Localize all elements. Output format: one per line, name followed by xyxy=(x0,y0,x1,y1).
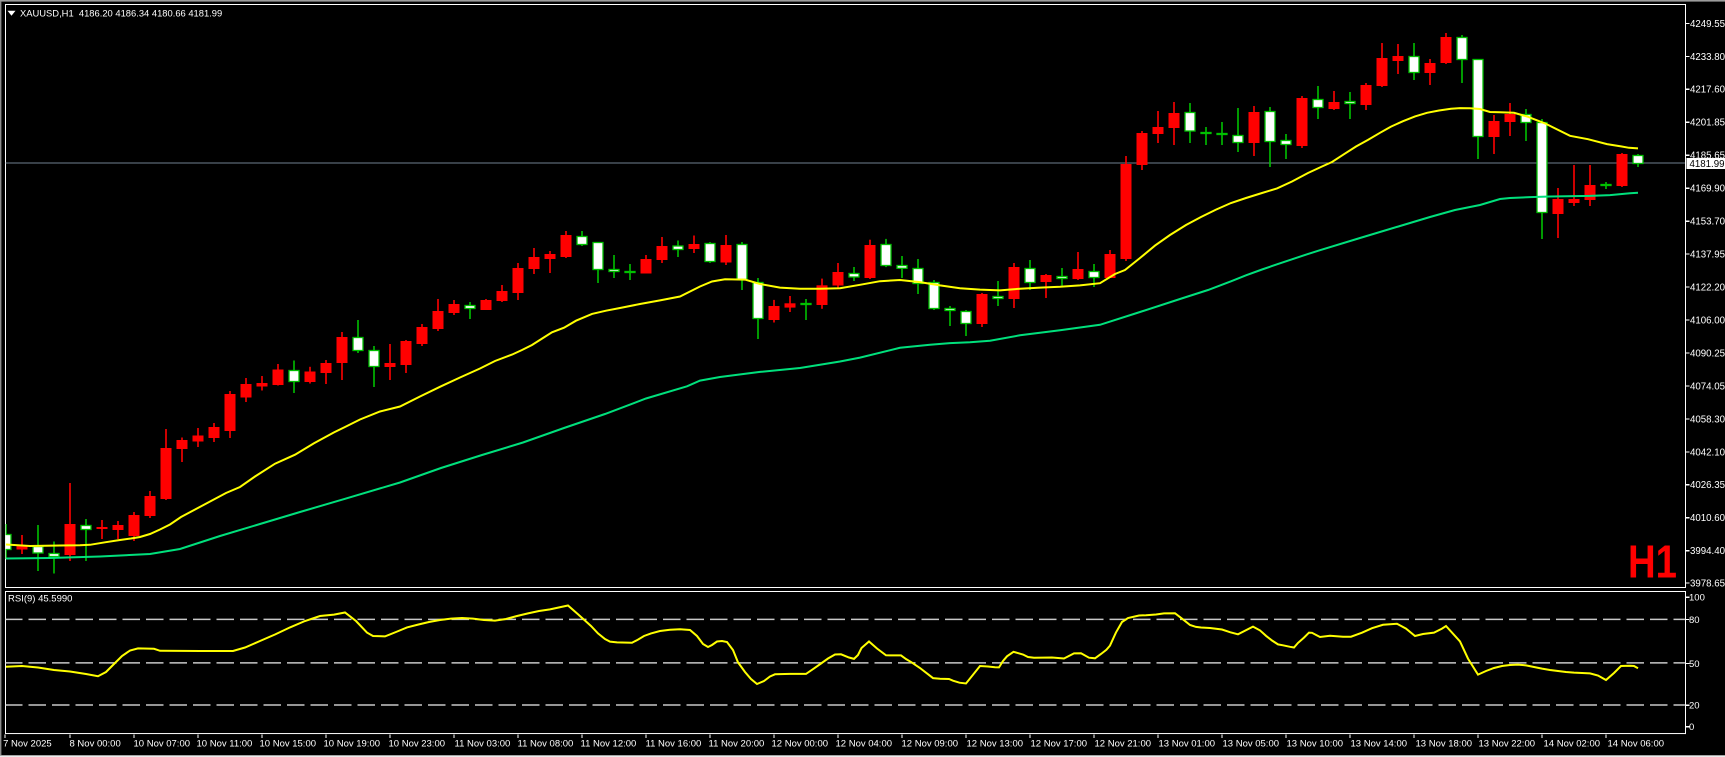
svg-text:0: 0 xyxy=(1689,722,1694,733)
svg-text:H1: H1 xyxy=(1628,536,1677,588)
svg-text:11 Nov 08:00: 11 Nov 08:00 xyxy=(518,739,574,750)
svg-text:3994.40: 3994.40 xyxy=(1690,546,1725,557)
svg-text:12 Nov 09:00: 12 Nov 09:00 xyxy=(902,739,959,750)
svg-text:14 Nov 06:00: 14 Nov 06:00 xyxy=(1608,739,1665,750)
svg-text:4074.05: 4074.05 xyxy=(1690,381,1725,392)
svg-text:10 Nov 19:00: 10 Nov 19:00 xyxy=(324,739,381,750)
svg-text:4090.25: 4090.25 xyxy=(1690,348,1725,359)
svg-text:4249.55: 4249.55 xyxy=(1690,19,1725,30)
svg-text:14 Nov 02:00: 14 Nov 02:00 xyxy=(1544,739,1601,750)
svg-text:50: 50 xyxy=(1689,659,1700,670)
svg-text:13 Nov 10:00: 13 Nov 10:00 xyxy=(1287,739,1344,750)
svg-text:4181.99: 4181.99 xyxy=(1689,159,1724,170)
svg-text:8 Nov 00:00: 8 Nov 00:00 xyxy=(70,739,121,750)
svg-text:13 Nov 22:00: 13 Nov 22:00 xyxy=(1479,739,1536,750)
svg-text:4185.65: 4185.65 xyxy=(1690,151,1725,162)
svg-text:4153.70: 4153.70 xyxy=(1690,217,1725,228)
svg-text:11 Nov 03:00: 11 Nov 03:00 xyxy=(455,739,511,750)
svg-text:4026.35: 4026.35 xyxy=(1690,480,1725,491)
svg-text:10 Nov 23:00: 10 Nov 23:00 xyxy=(389,739,446,750)
svg-text:12 Nov 13:00: 12 Nov 13:00 xyxy=(967,739,1024,750)
svg-text:12 Nov 17:00: 12 Nov 17:00 xyxy=(1031,739,1088,750)
svg-text:10 Nov 15:00: 10 Nov 15:00 xyxy=(260,739,317,750)
svg-text:11 Nov 20:00: 11 Nov 20:00 xyxy=(709,739,765,750)
svg-text:4010.60: 4010.60 xyxy=(1690,513,1725,524)
svg-text:4201.85: 4201.85 xyxy=(1690,118,1725,129)
svg-text:13 Nov 18:00: 13 Nov 18:00 xyxy=(1416,739,1473,750)
svg-text:RSI(9) 45.5990: RSI(9) 45.5990 xyxy=(8,594,72,605)
svg-text:7 Nov 2025: 7 Nov 2025 xyxy=(3,739,52,750)
svg-text:4058.30: 4058.30 xyxy=(1690,414,1725,425)
svg-text:4122.20: 4122.20 xyxy=(1690,283,1725,294)
svg-text:4169.90: 4169.90 xyxy=(1690,184,1725,195)
svg-text:11 Nov 16:00: 11 Nov 16:00 xyxy=(646,739,702,750)
svg-text:10 Nov 11:00: 10 Nov 11:00 xyxy=(197,739,253,750)
svg-text:12 Nov 04:00: 12 Nov 04:00 xyxy=(836,739,893,750)
svg-text:3978.65: 3978.65 xyxy=(1690,579,1725,590)
svg-text:13 Nov 01:00: 13 Nov 01:00 xyxy=(1159,739,1216,750)
svg-text:4137.95: 4137.95 xyxy=(1690,250,1725,261)
svg-text:13 Nov 14:00: 13 Nov 14:00 xyxy=(1351,739,1408,750)
svg-text:100: 100 xyxy=(1689,593,1705,604)
svg-text:12 Nov 00:00: 12 Nov 00:00 xyxy=(772,739,829,750)
svg-text:10 Nov 07:00: 10 Nov 07:00 xyxy=(134,739,191,750)
svg-text:4217.60: 4217.60 xyxy=(1690,85,1725,96)
svg-text:4233.80: 4233.80 xyxy=(1690,52,1725,63)
svg-text:80: 80 xyxy=(1689,615,1700,626)
svg-text:20: 20 xyxy=(1689,701,1700,712)
svg-text:4042.10: 4042.10 xyxy=(1690,447,1725,458)
svg-text:12 Nov 21:00: 12 Nov 21:00 xyxy=(1095,739,1152,750)
svg-text:11 Nov 12:00: 11 Nov 12:00 xyxy=(581,739,637,750)
svg-text:4106.00: 4106.00 xyxy=(1690,315,1725,326)
svg-text:XAUUSD,H1 4186.20 4186.34 418: XAUUSD,H1 4186.20 4186.34 4180.66 4181.9… xyxy=(20,7,222,18)
svg-text:13 Nov 05:00: 13 Nov 05:00 xyxy=(1223,739,1280,750)
